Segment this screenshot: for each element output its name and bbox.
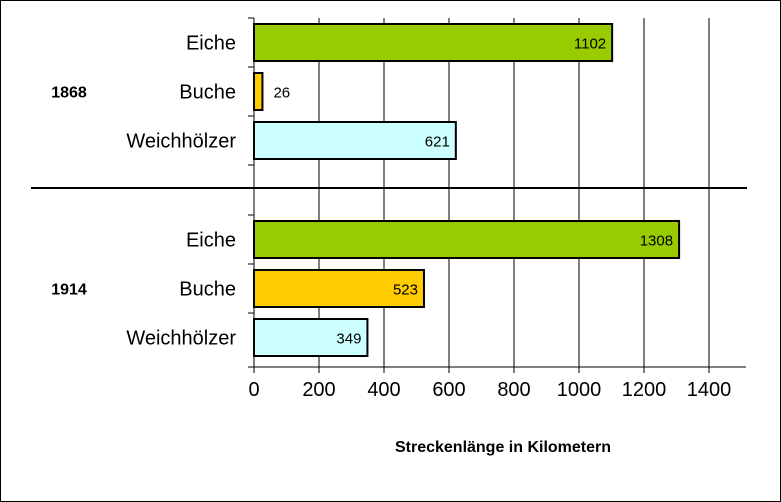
x-tick-label: 0 xyxy=(248,379,259,401)
bar xyxy=(253,220,681,259)
group-label: 1914 xyxy=(51,282,87,299)
x-tick-label: 800 xyxy=(497,379,530,401)
data-label: 1308 xyxy=(640,233,673,250)
axes xyxy=(31,17,747,373)
bar xyxy=(253,23,614,62)
x-tick-label: 1400 xyxy=(687,379,732,401)
x-tick-label: 600 xyxy=(432,379,465,401)
data-label: 523 xyxy=(393,282,418,299)
grid-lines xyxy=(318,18,710,367)
bar xyxy=(253,318,369,357)
category-label: Buche xyxy=(179,279,236,301)
group-label: 1868 xyxy=(51,85,87,102)
x-tick-label: 1200 xyxy=(622,379,667,401)
category-label: Eiche xyxy=(186,33,236,55)
data-label: 621 xyxy=(425,134,450,151)
category-label: Buche xyxy=(179,82,236,104)
data-label: 26 xyxy=(273,85,290,102)
labels: 0 200 400 600 800 1000 1200 1400 1868 Eiche 1102 Bu… xyxy=(51,33,731,402)
x-tick-label: 200 xyxy=(302,379,335,401)
bar xyxy=(253,72,264,111)
bar xyxy=(253,269,425,308)
data-label: 349 xyxy=(336,331,361,348)
x-tick-label: 400 xyxy=(367,379,400,401)
category-label: Weichhölzer xyxy=(126,131,236,153)
x-tick-label: 1000 xyxy=(557,379,602,401)
category-label: Eiche xyxy=(186,230,236,252)
bars xyxy=(253,23,681,357)
data-label: 1102 xyxy=(574,36,606,53)
x-axis-title: Streckenlänge in Kilometern xyxy=(395,439,611,456)
category-label: Weichhölzer xyxy=(126,328,236,350)
